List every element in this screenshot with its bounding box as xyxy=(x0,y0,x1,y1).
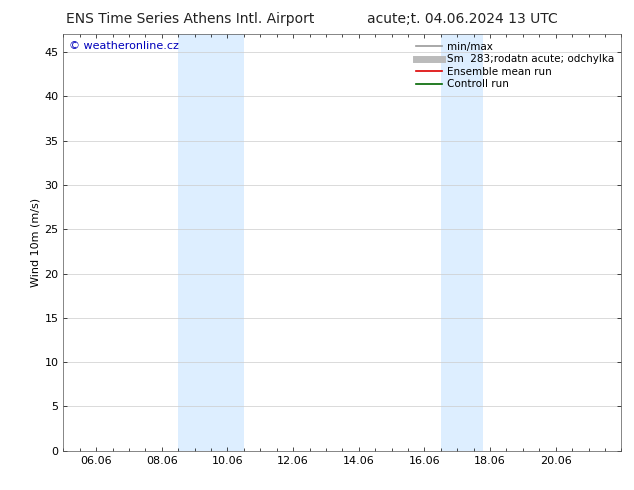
Text: acute;t. 04.06.2024 13 UTC: acute;t. 04.06.2024 13 UTC xyxy=(368,12,558,26)
Legend: min/max, Sm  283;rodatn acute; odchylka, Ensemble mean run, Controll run: min/max, Sm 283;rodatn acute; odchylka, … xyxy=(413,40,616,92)
Bar xyxy=(178,34,244,451)
Text: © weatheronline.cz: © weatheronline.cz xyxy=(69,41,179,50)
Y-axis label: Wind 10m (m/s): Wind 10m (m/s) xyxy=(30,198,40,287)
Bar xyxy=(441,34,484,451)
Text: ENS Time Series Athens Intl. Airport: ENS Time Series Athens Intl. Airport xyxy=(66,12,314,26)
